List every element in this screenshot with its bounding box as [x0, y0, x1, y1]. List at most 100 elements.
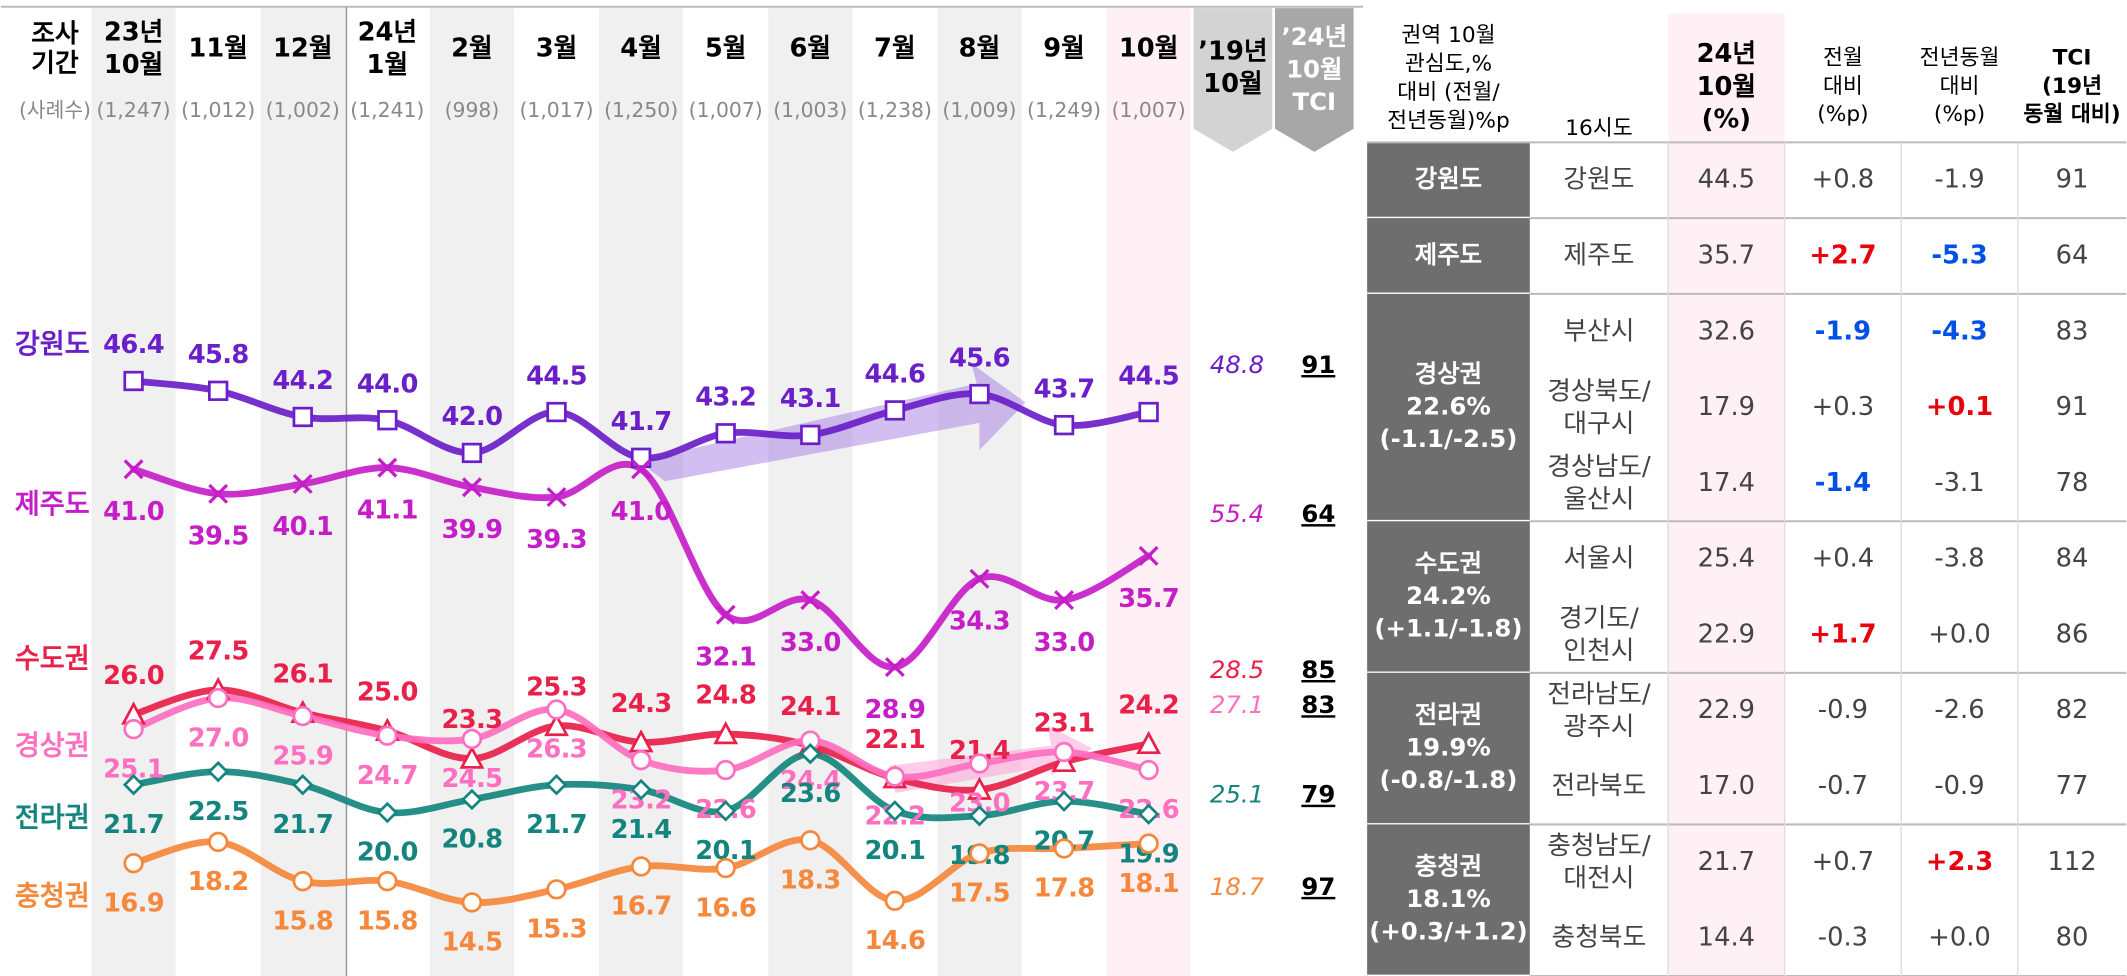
- data-label: 23.6: [780, 779, 841, 809]
- sample-label: (사례수): [19, 98, 91, 122]
- x-tick-label: 2월: [451, 33, 493, 63]
- data-label: 14.5: [442, 928, 503, 958]
- marker: [715, 759, 736, 781]
- header-chevron: [1193, 8, 1273, 152]
- region-label: 수도권 24.2% (+1.1/-1.8): [1374, 549, 1522, 643]
- sample-size: (1,009): [942, 98, 1016, 122]
- table-cell: -2.6: [1934, 695, 1984, 725]
- background: [91, 8, 1354, 976]
- region-cell: [1367, 824, 1530, 976]
- marker: [969, 383, 990, 405]
- data-label: 45.6: [949, 343, 1010, 373]
- data-label: 44.6: [864, 360, 925, 390]
- table-cell: 82: [2056, 695, 2089, 725]
- marker: [630, 750, 652, 771]
- data-label: 14.6: [864, 926, 925, 956]
- data-label: 41.7: [611, 407, 672, 437]
- x-tick-label: 6월: [789, 33, 831, 63]
- sample-size: (1,007): [689, 98, 763, 122]
- table-cell: -1.9: [1934, 165, 1984, 195]
- legend-label: 수도권: [15, 644, 90, 675]
- x-tick-label: 3월: [536, 33, 578, 63]
- marker: [630, 856, 652, 877]
- tci-value: 97: [1301, 872, 1335, 901]
- region-label: 충청권 18.1% (+0.3/+1.2): [1369, 852, 1528, 946]
- data-label: 44.0: [357, 369, 418, 399]
- legend-label: 강원도: [15, 329, 90, 360]
- data-label: 41.0: [103, 497, 164, 527]
- data-label: 23.1: [1034, 708, 1095, 738]
- data-label: 26.0: [103, 661, 164, 691]
- table-cell: 충청남도/대전시: [1547, 831, 1651, 894]
- data-label: 17.8: [1034, 874, 1095, 904]
- data-label: 26.1: [272, 659, 333, 689]
- marker: [630, 778, 652, 801]
- table-cell: +1.7: [1809, 619, 1876, 649]
- data-label: 16.6: [695, 893, 756, 923]
- marker: [715, 857, 736, 879]
- table-cell: -0.9: [1934, 771, 1984, 801]
- data-label: 40.1: [272, 512, 333, 542]
- marker: [969, 568, 990, 589]
- table-cell: 22.9: [1698, 695, 1755, 725]
- table-cell: 77: [2056, 771, 2089, 801]
- table-cell: +0.1: [1926, 392, 1993, 422]
- header-chevron: [1274, 8, 1354, 152]
- tci-value: 85: [1301, 655, 1335, 684]
- baseline-value: 48.8: [1210, 350, 1264, 379]
- table-cell: +0.3: [1812, 392, 1875, 422]
- marker: [292, 406, 313, 428]
- table-cell: 부산시: [1563, 316, 1634, 346]
- data-label: 24.3: [611, 689, 672, 719]
- marker: [969, 843, 990, 864]
- period-label: 조사 기간: [31, 18, 79, 78]
- baseline-value: 27.1: [1210, 690, 1264, 719]
- marker: [884, 800, 906, 822]
- table-cell: 44.5: [1698, 165, 1755, 195]
- data-label: 39.9: [442, 515, 503, 545]
- marker: [292, 774, 314, 796]
- marker: [713, 721, 739, 745]
- region-label: 강원도: [1415, 164, 1482, 193]
- column-band: [937, 8, 1022, 976]
- baseline-value: 25.1: [1210, 780, 1264, 809]
- legend-label: 충청권: [15, 881, 90, 912]
- marker: [1137, 803, 1160, 825]
- table-cell: 112: [2047, 847, 2096, 877]
- marker: [377, 457, 398, 478]
- data-label: 24.7: [357, 761, 418, 791]
- baseline-value: 18.7: [1210, 872, 1265, 901]
- data-label: 44.2: [272, 366, 333, 396]
- marker: [631, 459, 652, 480]
- marker: [884, 766, 906, 787]
- sample-size: (1,250): [604, 98, 678, 122]
- table-cell: 91: [2056, 392, 2089, 422]
- marker: [1138, 401, 1159, 423]
- table-cell: 17.9: [1698, 392, 1755, 422]
- table-cell: -3.8: [1934, 544, 1984, 574]
- marker: [884, 657, 905, 678]
- marker: [1053, 838, 1075, 859]
- marker: [884, 890, 906, 911]
- table-header: 24년 10월 (%): [1697, 39, 1757, 134]
- x-tick-label: 5월: [705, 33, 747, 63]
- sample-size: (1,007): [1112, 98, 1186, 122]
- highlight-column: [1668, 13, 1785, 976]
- x-tick-label: 9월: [1043, 33, 1085, 63]
- column-band: [1106, 8, 1191, 976]
- data-label: 18.3: [780, 865, 841, 895]
- marker: [967, 776, 992, 800]
- sample-size: (1,003): [773, 98, 847, 122]
- data-label: 24.4: [780, 766, 841, 796]
- marker: [1053, 741, 1075, 763]
- marker: [546, 879, 567, 900]
- x-tick-label: 24년 1월: [358, 17, 418, 80]
- table-cell: +0.8: [1812, 165, 1875, 195]
- table-cell: 80: [2056, 923, 2089, 953]
- table-cell: 84: [2056, 544, 2089, 574]
- marker: [546, 487, 567, 508]
- data-label: 27.0: [188, 723, 249, 753]
- marker: [377, 725, 398, 746]
- marker: [461, 728, 483, 750]
